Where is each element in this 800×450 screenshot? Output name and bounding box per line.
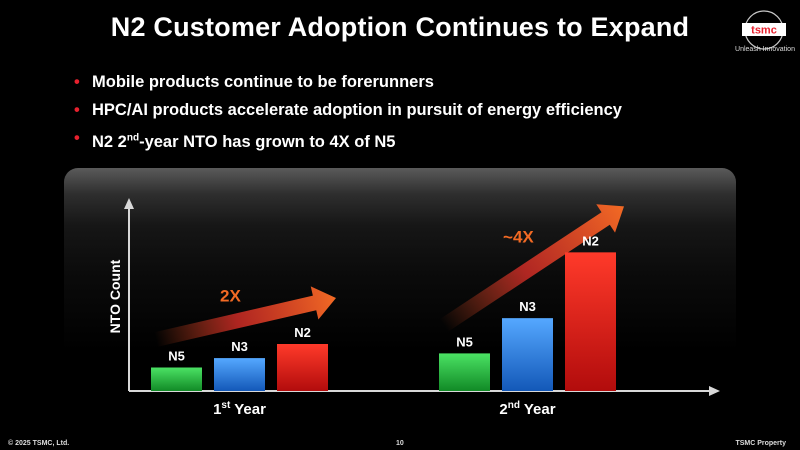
- bar-label: N5: [168, 349, 185, 364]
- logo-text: tsmc: [751, 25, 777, 37]
- x-axis-arrowhead-icon: [709, 386, 720, 396]
- growth-multiplier-label: 2X: [220, 286, 241, 305]
- growth-arrow-icon: [439, 204, 625, 332]
- bullet-text: Mobile products continue to be forerunne…: [92, 73, 434, 91]
- growth-arrow-icon: [154, 286, 337, 347]
- bullet-dot-icon: •: [74, 129, 80, 147]
- tsmc-logo: tsmc: [742, 10, 786, 50]
- bullet-list: • Mobile products continue to be forerunn…: [74, 68, 622, 156]
- bullet-text: N2 2nd-year NTO has grown to 4X of N5: [92, 132, 396, 151]
- bullet-text: HPC/AI products accelerate adoption in p…: [92, 101, 622, 119]
- bullet-dot-icon: •: [74, 73, 80, 91]
- bar-n3: [214, 358, 265, 391]
- growth-arrows: [154, 204, 625, 347]
- chart-bars: [151, 252, 616, 391]
- bar-label: N2: [294, 325, 311, 340]
- logo-tagline: Unleash Innovation: [735, 46, 795, 53]
- x-category-label: 1st Year: [213, 400, 266, 418]
- bar-n2: [277, 344, 328, 391]
- chart-axes: [124, 198, 720, 396]
- bullet-item-1: • Mobile products continue to be forerunn…: [74, 68, 622, 96]
- bar-n5: [439, 353, 490, 391]
- x-category-label: 2nd Year: [499, 400, 555, 418]
- bullet-dot-icon: •: [74, 101, 80, 119]
- footer-page-number: 10: [396, 440, 404, 447]
- footer-property: TSMC Property: [735, 440, 786, 447]
- bullet-item-2: • HPC/AI products accelerate adoption in …: [74, 96, 622, 124]
- bullet-item-3: • N2 2nd-year NTO has grown to 4X of N5: [74, 124, 622, 156]
- y-axis-label: NTO Count: [107, 259, 123, 333]
- bar-label: N2: [582, 233, 599, 248]
- bar-n3: [502, 318, 553, 391]
- bar-n2: [565, 252, 616, 391]
- growth-multiplier-label: ~4X: [503, 227, 534, 246]
- chart-labels: NTO Count N5 N3 N2 1st Year 2X N5 N3 N2 2nd Year ~…: [107, 227, 599, 418]
- bar-n5: [151, 367, 202, 391]
- slide-title: N2 Customer Adoption Continues to Expand: [110, 12, 690, 42]
- bar-label: N3: [231, 339, 248, 354]
- bar-label: N5: [456, 334, 473, 349]
- bar-label: N3: [519, 299, 536, 314]
- footer-copyright: © 2025 TSMC, Ltd.: [8, 440, 70, 447]
- y-axis-arrowhead-icon: [124, 198, 134, 209]
